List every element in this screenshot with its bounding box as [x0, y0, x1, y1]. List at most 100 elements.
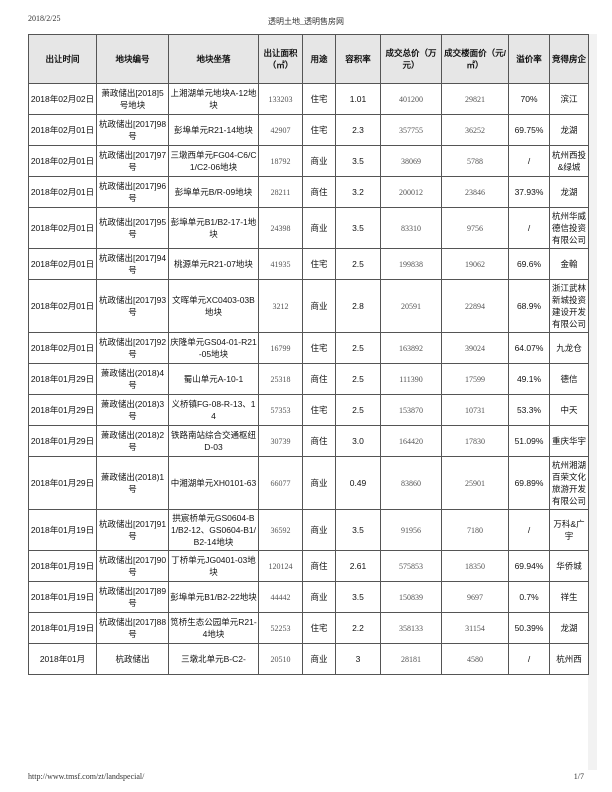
table-cell: 68.9% — [508, 279, 550, 333]
table-cell: 3.2 — [335, 176, 381, 208]
table-cell: 重庆华宇 — [549, 425, 589, 457]
table-cell: / — [508, 643, 550, 675]
table-cell: 401200 — [380, 83, 442, 115]
table-cell: 龙湖 — [549, 612, 589, 644]
table-cell: 51.09% — [508, 425, 550, 457]
table-cell: 2018年02月01日 — [28, 145, 97, 177]
table-row: 2018年01月29日 萧政储出(2018)4号 蜀山单元A-10-1 25318 商住… — [28, 363, 589, 395]
column-header: 成交总价（万元） — [380, 34, 442, 84]
table-cell: 39024 — [441, 332, 509, 364]
table-cell: 83310 — [380, 207, 442, 249]
table-cell: 2018年01月29日 — [28, 456, 97, 510]
table-cell: 23846 — [441, 176, 509, 208]
print-date: 2018/2/25 — [28, 14, 61, 23]
land-transaction-table: 出让时间 地块编号 地块坐落 出让面积（㎡） 用途 容积率 成交总价（万元） 成交楼面价（元/… — [28, 34, 589, 675]
table-cell: 2018年02月02日 — [28, 83, 97, 115]
table-cell: 3.5 — [335, 207, 381, 249]
table-cell: 2018年01月19日 — [28, 509, 97, 551]
table-cell: / — [508, 145, 550, 177]
table-cell: 163892 — [380, 332, 442, 364]
table-cell: 2.5 — [335, 248, 381, 280]
table-cell: 彭埠单元B1/B2-17-1地块 — [168, 207, 259, 249]
table-cell: 杭州西 — [549, 643, 589, 675]
table-cell: 28181 — [380, 643, 442, 675]
table-cell: 5788 — [441, 145, 509, 177]
table-cell: 杭政储出[2017]97号 — [96, 145, 169, 177]
table-cell: 17599 — [441, 363, 509, 395]
table-cell: 200012 — [380, 176, 442, 208]
table-cell: 24398 — [258, 207, 303, 249]
table-cell: 杭政储出[2017]91号 — [96, 509, 169, 551]
column-header: 地块编号 — [96, 34, 169, 84]
table-cell: 150839 — [380, 581, 442, 613]
table-cell: 22894 — [441, 279, 509, 333]
scrollbar[interactable] — [588, 34, 597, 770]
table-cell: 0.49 — [335, 456, 381, 510]
table-cell: 商业 — [302, 509, 336, 551]
table-row: 2018年01月29日 萧政储出(2018)2号 铁路南站综合交通枢纽D-03 307… — [28, 425, 589, 457]
table-cell: 64.07% — [508, 332, 550, 364]
column-header: 出让面积（㎡） — [258, 34, 303, 84]
table-cell: 杭州湘湖百荣文化旅游开发有限公司 — [549, 456, 589, 510]
table-cell: 商住 — [302, 550, 336, 582]
table-cell: 1.01 — [335, 83, 381, 115]
table-cell: 华侨城 — [549, 550, 589, 582]
table-cell: 2018年01月 — [28, 643, 97, 675]
table-cell: / — [508, 509, 550, 551]
table-cell: 66077 — [258, 456, 303, 510]
table-cell: 41935 — [258, 248, 303, 280]
table-cell: 357755 — [380, 114, 442, 146]
table-row: 2018年02月01日 杭政储出[2017]97号 三墩西单元FG04-C6/C1/… — [28, 145, 589, 177]
table-cell: 25318 — [258, 363, 303, 395]
table-cell: 50.39% — [508, 612, 550, 644]
table-cell: 19062 — [441, 248, 509, 280]
table-cell: 2.5 — [335, 363, 381, 395]
column-header: 成交楼面价（元/㎡） — [441, 34, 509, 84]
table-cell: 20591 — [380, 279, 442, 333]
table-cell: 龙湖 — [549, 176, 589, 208]
table-cell: 杭政储出[2017]88号 — [96, 612, 169, 644]
table-cell: 2.61 — [335, 550, 381, 582]
table-cell: 商业 — [302, 581, 336, 613]
table-cell: 69.6% — [508, 248, 550, 280]
table-cell: 18350 — [441, 550, 509, 582]
table-cell: 69.94% — [508, 550, 550, 582]
table-cell: 商业 — [302, 207, 336, 249]
table-cell: 57353 — [258, 394, 303, 426]
table-cell: 52253 — [258, 612, 303, 644]
table-row: 2018年01月19日 杭政储出[2017]88号 笕桥生态公园单元R21-4地块 5… — [28, 612, 589, 644]
table-cell: 25901 — [441, 456, 509, 510]
table-cell: 杭州华威德信投资有限公司 — [549, 207, 589, 249]
table-cell: 2018年02月01日 — [28, 176, 97, 208]
table-cell: 44442 — [258, 581, 303, 613]
table-row: 2018年02月01日 杭政储出[2017]94号 桃源单元R21-07地块 4193… — [28, 248, 589, 280]
table-cell: 浙江武林新城投资建设开发有限公司 — [549, 279, 589, 333]
table-cell: 69.75% — [508, 114, 550, 146]
table-cell: 38069 — [380, 145, 442, 177]
table-cell: 70% — [508, 83, 550, 115]
table-cell: 商业 — [302, 279, 336, 333]
table-cell: 36252 — [441, 114, 509, 146]
table-cell: 杭政储出[2017]90号 — [96, 550, 169, 582]
table-cell: 358133 — [380, 612, 442, 644]
table-cell: 16799 — [258, 332, 303, 364]
table-cell: 2018年01月19日 — [28, 612, 97, 644]
table-cell: 德信 — [549, 363, 589, 395]
table-cell: 2018年02月01日 — [28, 248, 97, 280]
table-cell: 2.8 — [335, 279, 381, 333]
table-cell: 中湘湖单元XH0101-63 — [168, 456, 259, 510]
table-cell: 2018年01月19日 — [28, 550, 97, 582]
table-cell: 17830 — [441, 425, 509, 457]
table-header-row: 出让时间 地块编号 地块坐落 出让面积（㎡） 用途 容积率 成交总价（万元） 成交楼面价（元/… — [28, 34, 589, 84]
table-cell: 2018年01月29日 — [28, 394, 97, 426]
table-cell: 滨江 — [549, 83, 589, 115]
table-cell: 上湘湖单元地块A-12地块 — [168, 83, 259, 115]
table-cell: 商业 — [302, 643, 336, 675]
table-cell: 商住 — [302, 363, 336, 395]
table-cell: 133203 — [258, 83, 303, 115]
table-cell: 91956 — [380, 509, 442, 551]
table-row: 2018年02月01日 杭政储出[2017]96号 彭埠单元B/R-09地块 2821… — [28, 176, 589, 208]
table-cell: 杭政储出[2017]94号 — [96, 248, 169, 280]
table-cell: 商业 — [302, 456, 336, 510]
table-cell: 庆隆单元GS04-01-R21-05地块 — [168, 332, 259, 364]
